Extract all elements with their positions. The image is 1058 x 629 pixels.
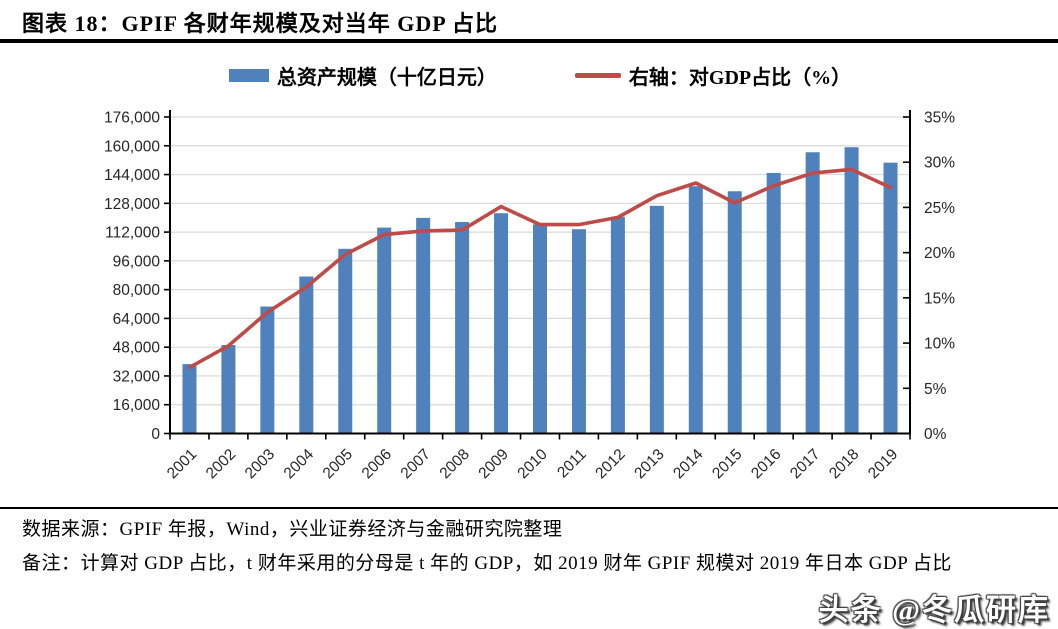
watermark-text: 头条 @冬瓜研库: [818, 594, 1050, 627]
bar-2016: [766, 172, 781, 434]
legend-item-assets-label: 总资产规模（十亿日元）: [276, 66, 497, 89]
chart-svg: 0 16,000 32,000 48,000 64,000 80,000 96,000 112…: [104, 110, 955, 483]
left-axis-tick-label: 176,000: [104, 110, 160, 127]
bar-2013: [649, 205, 664, 434]
bar-2012: [610, 216, 625, 434]
left-axis-tick-label: 160,000: [104, 138, 160, 155]
x-axis-label-2010: 2010: [514, 446, 551, 483]
x-axis-label-2009: 2009: [475, 446, 511, 482]
bar-2008: [455, 222, 470, 434]
x-axis-label-2017: 2017: [787, 446, 823, 482]
x-axis-label-2002: 2002: [203, 446, 239, 482]
left-axis-tick-label: 0: [151, 426, 160, 443]
left-axis-tick-label: 144,000: [104, 167, 160, 184]
x-axis-label-2001: 2001: [164, 446, 200, 482]
x-axis-label-2004: 2004: [281, 446, 318, 483]
bar-2005: [338, 248, 353, 434]
title-divider: [0, 39, 1058, 43]
x-axis-label-2018: 2018: [826, 446, 862, 482]
bar-2007: [416, 217, 431, 434]
footer-divider: [0, 507, 1058, 509]
right-axis-tick-label: 25%: [924, 200, 955, 217]
left-axis-tick-label: 128,000: [104, 196, 160, 213]
x-axis-label-2015: 2015: [709, 446, 745, 482]
right-axis-tick-label: 5%: [924, 381, 947, 398]
x-axis-label-2013: 2013: [631, 446, 667, 482]
left-axis-tick-label: 32,000: [113, 368, 161, 385]
right-axis-tick-label: 10%: [924, 336, 955, 353]
bar-2002: [221, 345, 236, 434]
line-swatch-icon: [574, 72, 621, 78]
bar-2001: [182, 364, 197, 434]
right-axis-tick-label: 0%: [924, 426, 947, 443]
x-axis-label-2012: 2012: [592, 446, 628, 482]
gdp-ratio-line: [187, 167, 893, 370]
x-axis-label-2007: 2007: [398, 446, 434, 482]
x-axis-label-2019: 2019: [865, 446, 901, 482]
right-axis-tick-label: 30%: [924, 155, 955, 172]
x-axis-label-2011: 2011: [554, 446, 590, 482]
right-axis-tick-label: 20%: [924, 245, 955, 262]
bar-2019: [883, 162, 898, 434]
bar-swatch-icon: [228, 68, 269, 82]
data-source-text: 数据来源：GPIF 年报，Wind，兴业证券经济与金融研究院整理: [22, 519, 563, 540]
right-axis-tick-label: 35%: [924, 110, 955, 127]
legend-item-gdp-ratio: 右轴：对GDP占比（%）: [574, 61, 852, 90]
bar-2011: [571, 229, 586, 434]
bar-2004: [299, 276, 314, 434]
legend-item-gdp-ratio-label: 右轴：对GDP占比（%）: [628, 66, 852, 89]
bar-2009: [494, 213, 509, 434]
left-axis-tick-label: 96,000: [113, 253, 161, 270]
right-axis-tick-label: 15%: [924, 290, 955, 307]
left-axis-tick-label: 48,000: [113, 340, 161, 357]
x-axis-label-2003: 2003: [242, 446, 278, 482]
bar-2010: [533, 224, 547, 434]
chart-legend: 总资产规模（十亿日元） 右轴：对GDP占比（%）: [170, 60, 910, 90]
x-axis-label-2005: 2005: [320, 446, 356, 482]
bar-2014: [688, 186, 703, 434]
x-axis-label-2016: 2016: [748, 446, 784, 482]
bar-2017: [805, 152, 820, 434]
x-axis-label-2014: 2014: [670, 446, 707, 483]
bar-2003: [260, 306, 275, 434]
bar-2006: [377, 227, 392, 434]
left-axis-tick-label: 64,000: [113, 311, 161, 328]
bar-2015: [727, 191, 742, 434]
left-axis-tick-label: 80,000: [113, 282, 161, 299]
page-title: 图表 18：GPIF 各财年规模及对当年 GDP 占比: [22, 11, 498, 36]
x-axis-label-2008: 2008: [437, 446, 473, 482]
x-axis-label-2006: 2006: [359, 446, 395, 482]
bar-2018: [844, 147, 859, 434]
legend-item-assets: 总资产规模（十亿日元）: [228, 61, 497, 90]
combo-chart: 0 16,000 32,000 48,000 64,000 80,000 96,000 112…: [0, 95, 1058, 507]
left-axis-tick-label: 16,000: [113, 397, 161, 414]
note-text: 备注：计算对 GDP 占比，t 财年采用的分母是 t 年的 GDP，如 2019…: [22, 553, 952, 574]
left-axis-tick-label: 112,000: [105, 225, 160, 242]
